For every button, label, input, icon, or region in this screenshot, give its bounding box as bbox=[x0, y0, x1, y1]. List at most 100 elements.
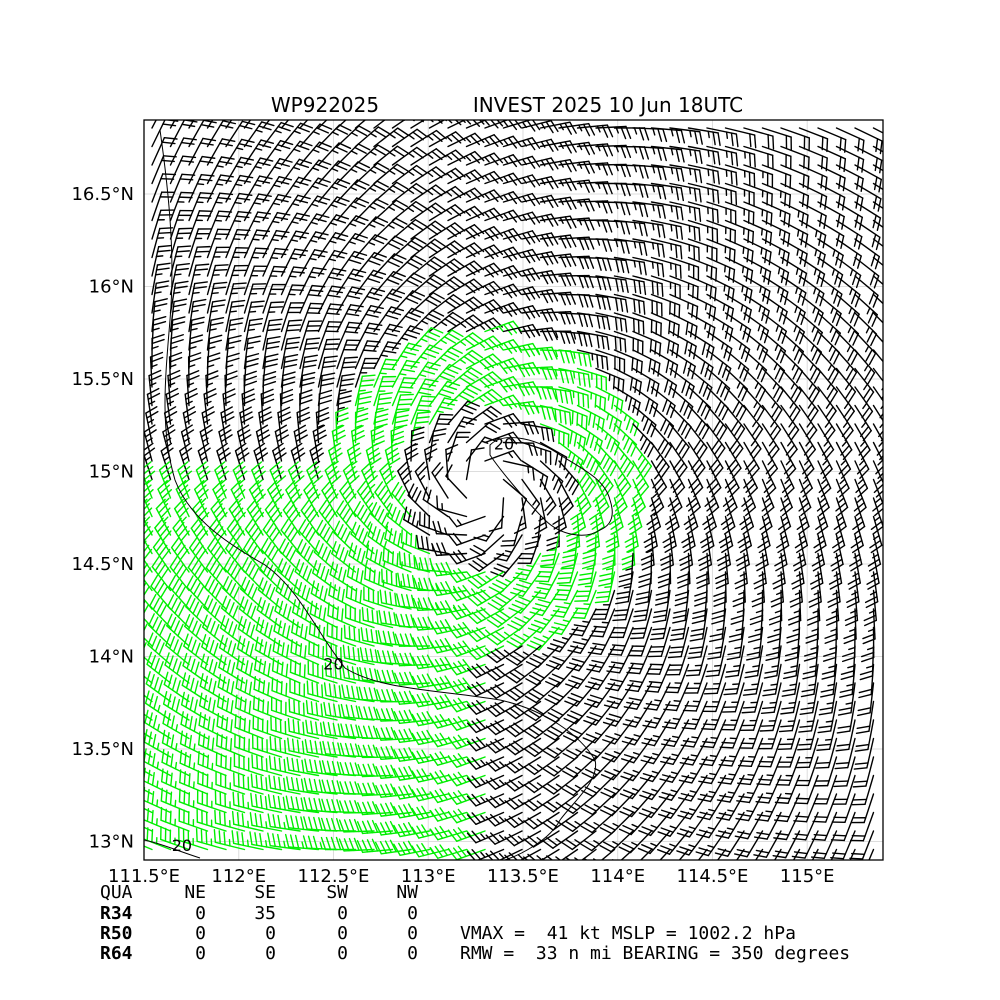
wind-barb bbox=[565, 663, 597, 689]
wind-barb bbox=[624, 663, 653, 693]
wind-barb bbox=[279, 388, 294, 425]
wind-barb bbox=[485, 830, 523, 845]
wind-barb bbox=[169, 334, 184, 370]
wind-barb bbox=[669, 441, 688, 479]
wind-barb bbox=[849, 811, 875, 842]
wind-barb bbox=[839, 663, 856, 698]
wind-barb bbox=[660, 737, 690, 765]
wind-barb bbox=[271, 677, 301, 703]
wind-barb bbox=[445, 464, 468, 499]
wind-barb bbox=[162, 690, 190, 721]
wind-barb bbox=[517, 534, 542, 565]
wind-barb bbox=[735, 534, 750, 572]
wind-barb bbox=[188, 137, 217, 166]
wind-barb bbox=[410, 378, 439, 407]
wind-barb bbox=[299, 231, 329, 259]
wind-barb bbox=[687, 367, 713, 401]
wind-barb bbox=[521, 386, 557, 400]
wind-barb bbox=[299, 284, 326, 314]
wind-barb bbox=[650, 423, 673, 459]
wind-barb bbox=[753, 830, 782, 858]
wind-barb bbox=[466, 718, 505, 734]
wind-barb bbox=[384, 442, 401, 481]
wind-barb bbox=[707, 626, 727, 660]
wind-barb bbox=[447, 132, 485, 148]
wind-barb bbox=[170, 536, 190, 573]
wind-barb bbox=[188, 210, 213, 240]
wind-barb bbox=[358, 686, 394, 703]
wind-barb bbox=[188, 120, 217, 148]
wind-barb bbox=[852, 756, 875, 788]
wind-barb bbox=[613, 127, 650, 141]
wind-barb bbox=[650, 349, 679, 379]
wind-barb bbox=[539, 386, 574, 405]
wind-barb bbox=[682, 682, 708, 712]
wind-barb bbox=[646, 645, 671, 675]
wind-barb bbox=[155, 498, 172, 536]
wind-barbs bbox=[144, 120, 883, 860]
wind-barb bbox=[648, 626, 671, 658]
wind-barb bbox=[260, 388, 275, 425]
wind-barb bbox=[767, 608, 782, 644]
wind-barb bbox=[220, 595, 246, 629]
wind-barb bbox=[835, 330, 859, 365]
wind-barb bbox=[375, 707, 412, 722]
wind-barb bbox=[317, 178, 351, 203]
wind-barb bbox=[195, 827, 227, 851]
wind-barb bbox=[391, 307, 425, 333]
wind-barb bbox=[681, 700, 708, 730]
wind-barb bbox=[152, 536, 172, 573]
wind-barb bbox=[407, 483, 431, 518]
wind-barb bbox=[632, 238, 665, 258]
x-tick-label: 112°E bbox=[211, 866, 266, 887]
wind-barb bbox=[465, 120, 504, 129]
wind-barb bbox=[393, 784, 431, 800]
wind-barb bbox=[846, 571, 860, 608]
wind-barb bbox=[243, 265, 268, 296]
wind-barb bbox=[619, 774, 653, 800]
wind-barb bbox=[144, 424, 157, 462]
wind-barb bbox=[436, 495, 468, 518]
wind-barb bbox=[505, 645, 542, 666]
wind-barb bbox=[151, 315, 167, 351]
wind-barb bbox=[375, 726, 412, 741]
wind-barb bbox=[716, 774, 745, 803]
wind-barb bbox=[780, 349, 803, 384]
wind-barb bbox=[650, 330, 680, 359]
wind-barb bbox=[336, 321, 363, 351]
wind-barb bbox=[657, 552, 672, 589]
wind-barb bbox=[233, 772, 264, 795]
wind-barb bbox=[613, 275, 647, 296]
wind-barb bbox=[724, 349, 750, 382]
wind-barb bbox=[724, 293, 752, 323]
wind-barb bbox=[669, 127, 703, 145]
wind-barb bbox=[721, 682, 745, 713]
wind-barb bbox=[299, 302, 324, 333]
wind-barb bbox=[269, 735, 301, 758]
wind-barb bbox=[146, 651, 172, 684]
wind-barb bbox=[484, 120, 522, 131]
wind-barb bbox=[215, 771, 246, 795]
wind-barb bbox=[780, 145, 810, 171]
wind-barb bbox=[521, 157, 559, 171]
wind-barb bbox=[277, 406, 292, 444]
wind-barb bbox=[817, 201, 845, 230]
wind-barb bbox=[187, 352, 202, 388]
wind-barb bbox=[280, 302, 305, 333]
wind-barb bbox=[502, 248, 541, 264]
wind-barb bbox=[687, 441, 706, 479]
wind-barb bbox=[547, 626, 579, 653]
wind-barb bbox=[674, 571, 690, 607]
wind-barb bbox=[743, 256, 772, 285]
wind-barb bbox=[236, 655, 264, 684]
wind-barb bbox=[724, 256, 754, 284]
wind-barb bbox=[255, 616, 283, 647]
wind-barb bbox=[730, 589, 745, 625]
wind-barb bbox=[428, 222, 466, 240]
wind-barb bbox=[243, 193, 272, 222]
wind-barb bbox=[854, 145, 883, 174]
wind-barb bbox=[196, 789, 227, 814]
wind-barb bbox=[342, 644, 375, 666]
wind-barb bbox=[562, 737, 597, 761]
wind-barb bbox=[743, 238, 772, 266]
